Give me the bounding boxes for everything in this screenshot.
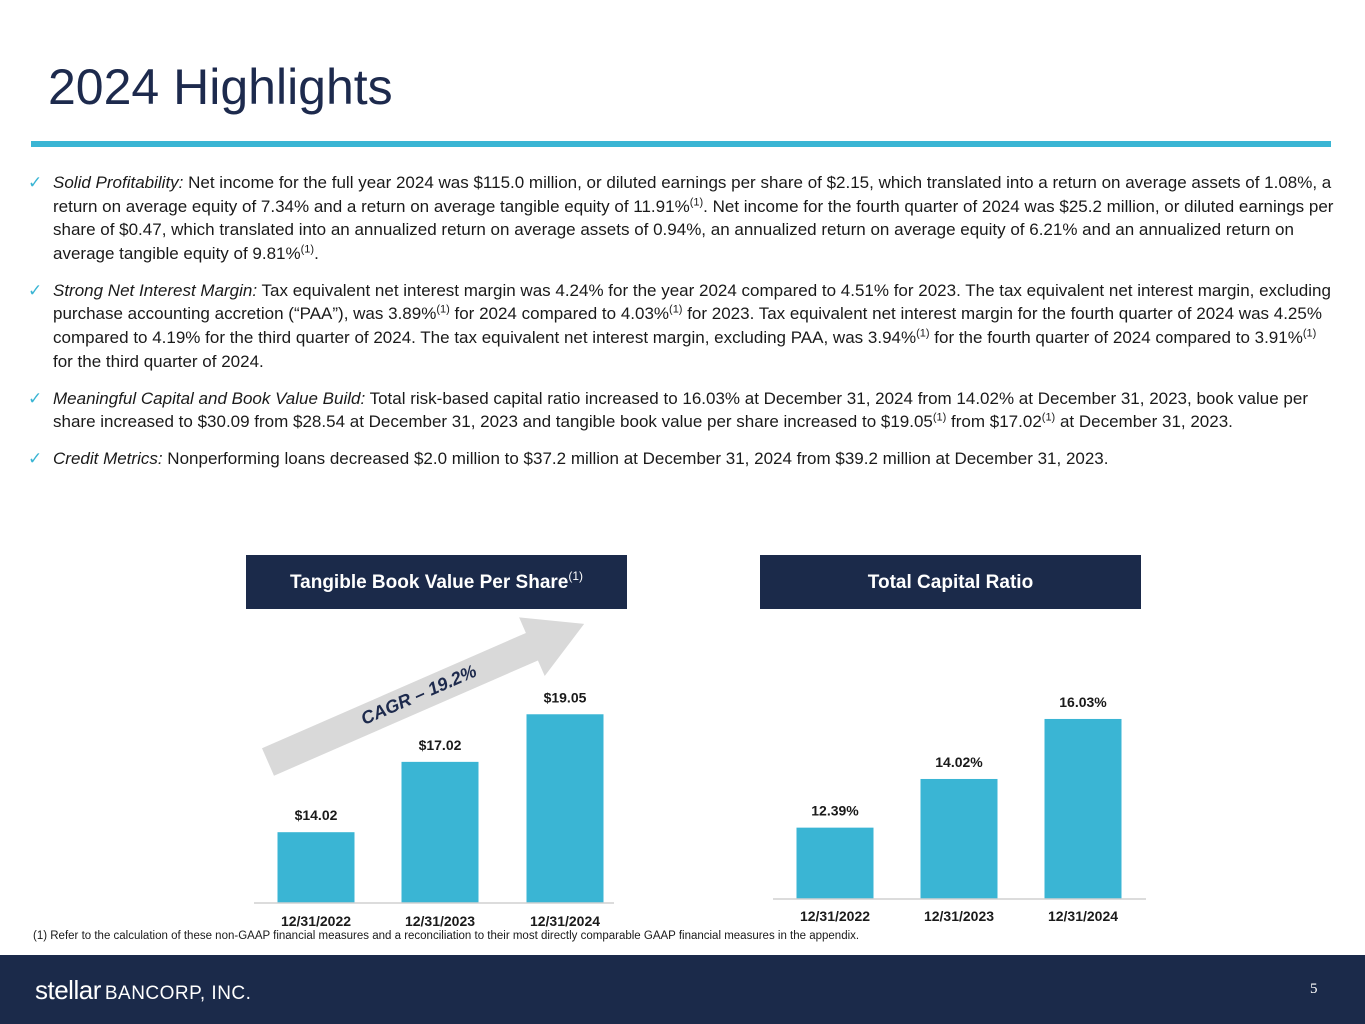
bullet-list: ✓ Solid Profitability: Net income for the…: [28, 171, 1334, 484]
x-tick-label: 12/31/2024: [1048, 908, 1118, 924]
bullet-text: Net income for the full year 2024 was $1…: [53, 173, 1332, 216]
check-icon: ✓: [28, 280, 43, 300]
bar: [796, 827, 874, 899]
bullet: ✓ Meaningful Capital and Book Value Build…: [28, 387, 1334, 434]
value-label: 12.39%: [811, 803, 859, 819]
x-tick-label: 12/31/2022: [281, 913, 351, 929]
bullet-text: Nonperforming loans decreased $2.0 milli…: [162, 449, 1109, 469]
page-number: 5: [1310, 981, 1318, 997]
value-label: $19.05: [544, 689, 587, 705]
check-icon: ✓: [28, 449, 43, 469]
arrow-shape: [261, 617, 585, 776]
bullet-text: at December 31, 2023.: [1055, 412, 1233, 432]
logo-main: stellar: [35, 975, 101, 1005]
bullet: ✓ Strong Net Interest Margin: Tax equival…: [28, 279, 1334, 373]
bullet-label: Strong Net Interest Margin:: [53, 280, 258, 300]
charts: CAGR – 19.2% Tangible Book Value Per Sha…: [246, 555, 1146, 929]
footnote-ref: (1): [436, 303, 450, 316]
footnote-ref: (1): [300, 243, 315, 256]
check-icon: ✓: [28, 388, 43, 408]
bar: [920, 778, 998, 899]
bullet-label: Credit Metrics:: [53, 449, 163, 469]
value-label: 14.02%: [935, 754, 983, 770]
logo-sub: BANCORP, INC.: [104, 983, 252, 1004]
chart-title-box: [760, 555, 1141, 609]
bar: [401, 761, 479, 903]
bullet-text: .: [314, 243, 319, 263]
x-tick-label: 12/31/2022: [800, 908, 870, 924]
bar: [1044, 718, 1122, 899]
x-tick-label: 12/31/2023: [924, 908, 994, 924]
value-label: 16.03%: [1059, 694, 1107, 710]
bullet-text: from $17.02: [946, 412, 1042, 432]
x-tick-label: 12/31/2024: [530, 913, 600, 929]
bar: [526, 714, 604, 903]
footer: stellar BANCORP, INC. 5: [0, 955, 1365, 1024]
cagr-label: CAGR – 19.2%: [358, 661, 480, 729]
bullet-text: . Net income for the fourth quarter of 2…: [53, 196, 1334, 263]
footnote-ref: (1): [1041, 411, 1056, 424]
bullet-label: Meaningful Capital and Book Value Build:: [53, 388, 366, 408]
footnote-ref: (1): [916, 327, 930, 340]
footnote-ref: (1): [1302, 327, 1317, 340]
bar: [277, 832, 355, 903]
bullet: ✓ Credit Metrics: Nonperforming loans dec…: [28, 447, 1334, 471]
bullet-text: Total risk-based capital ratio increased…: [53, 388, 1308, 432]
bullet-label: Solid Profitability:: [53, 173, 184, 192]
logo: stellar BANCORP, INC.: [35, 975, 251, 1006]
footnote: (1) Refer to the calculation of these no…: [33, 930, 860, 942]
chart-title-box: [246, 555, 627, 609]
value-label: $17.02: [419, 737, 462, 753]
footnote-ref: (1): [689, 195, 704, 208]
bullet-text: Tax equivalent net interest margin was 4…: [53, 280, 1331, 324]
footnote-ref: (1): [932, 411, 947, 424]
bullet-text: for 2024 compared to 4.03%: [449, 304, 670, 324]
footnote-ref: (1): [669, 303, 683, 316]
check-icon: ✓: [28, 173, 43, 192]
value-label: $14.02: [295, 807, 338, 823]
chart-title: Tangible Book Value Per Share(1): [290, 569, 583, 593]
x-tick-label: 12/31/2023: [405, 913, 475, 929]
bullet: ✓ Solid Profitability: Net income for the…: [28, 171, 1334, 265]
chart-title: Total Capital Ratio: [868, 572, 1033, 593]
slide-title: 2024 Highlights: [48, 59, 393, 115]
bullet-text: for the fourth quarter of 2024 compared …: [929, 327, 1303, 347]
bullet-text: for 2023. Tax equivalent net interest ma…: [53, 304, 1322, 347]
chart-title-text: Total Capital Ratio: [868, 572, 1033, 593]
chart-title-sup: (1): [568, 569, 583, 583]
chart-title-text: Tangible Book Value Per Share: [290, 572, 568, 593]
title-rule: [31, 141, 1331, 147]
bullet-text: for the third quarter of 2024.: [53, 351, 264, 371]
